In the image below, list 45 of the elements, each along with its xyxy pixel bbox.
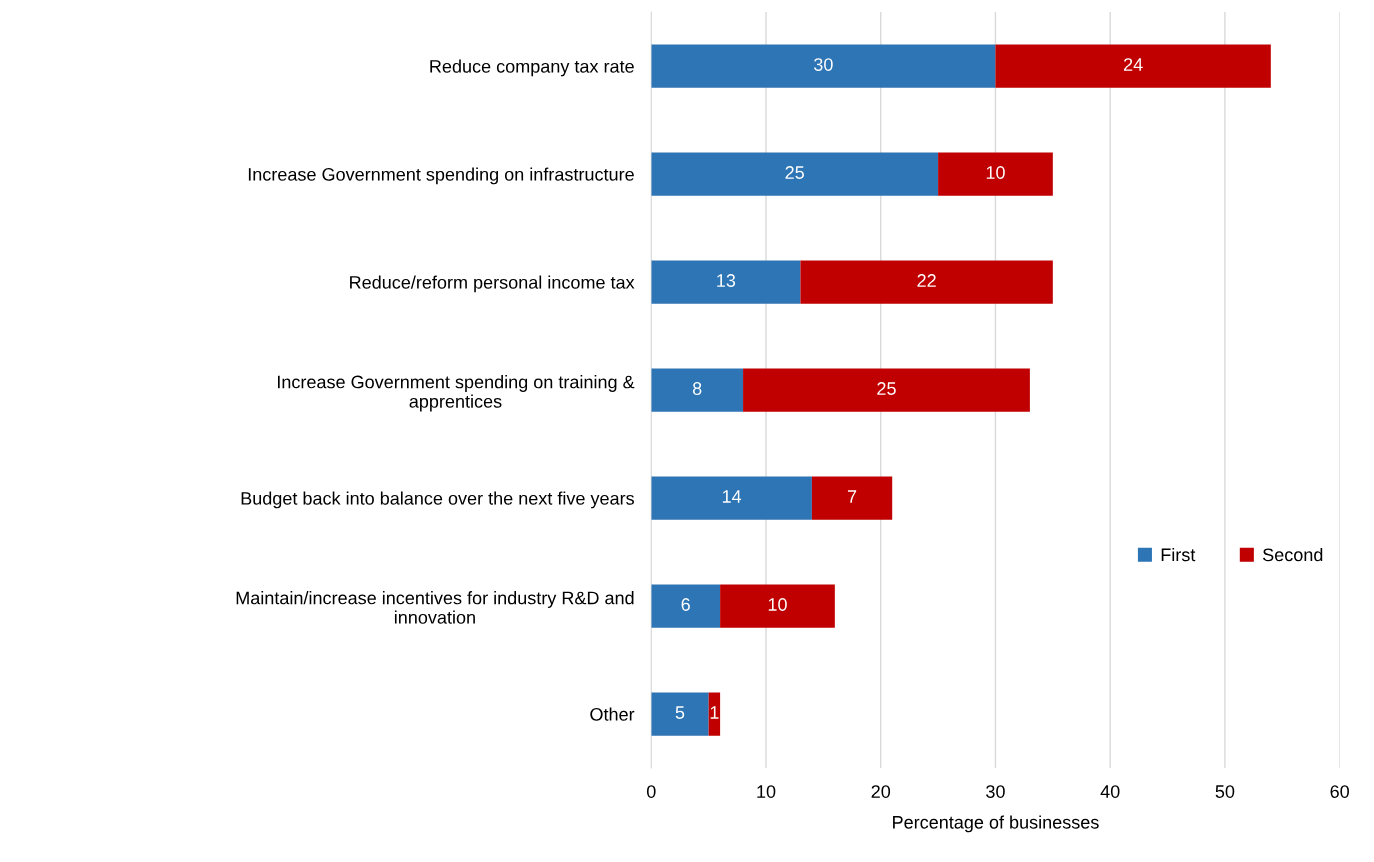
bar xyxy=(651,44,996,88)
bar xyxy=(651,692,709,736)
x-tick-label: 60 xyxy=(1330,785,1349,798)
y-tick-label: Increase Government spending on training & apprentices xyxy=(277,375,635,412)
bar xyxy=(651,260,801,304)
data-label: 10 xyxy=(986,166,1005,179)
bar xyxy=(743,368,1030,412)
legend-label: Second xyxy=(1262,547,1323,562)
bar xyxy=(800,260,1053,304)
x-tick-label: 20 xyxy=(871,785,891,798)
y-tick-label: Reduce company tax rate xyxy=(430,59,634,77)
data-label: 24 xyxy=(1124,58,1143,71)
bar xyxy=(651,368,744,412)
data-label: 30 xyxy=(814,58,833,71)
data-label: 1 xyxy=(710,706,719,719)
data-label: 6 xyxy=(681,598,690,611)
bar xyxy=(651,584,721,628)
data-label: 13 xyxy=(717,274,736,287)
x-tick-label: 40 xyxy=(1100,785,1120,798)
y-tick-label: Reduce/reform personal income tax xyxy=(350,275,635,293)
x-tick-label: 10 xyxy=(757,785,776,798)
y-tick-label: Maintain/increase incentives for industry R&D and innovation xyxy=(236,591,634,624)
bar xyxy=(708,692,721,736)
bar xyxy=(938,152,1053,196)
bar xyxy=(995,44,1271,88)
y-tick-label: Increase Government spending on infrastructure xyxy=(248,167,634,185)
x-tick-label: 30 xyxy=(986,785,1005,798)
data-label: 25 xyxy=(877,382,896,395)
y-tick-label: Budget back into balance over the next five years xyxy=(241,491,634,509)
bar xyxy=(651,476,812,520)
x-tick-label: 0 xyxy=(646,785,656,798)
data-label: 5 xyxy=(675,706,685,719)
legend-label: First xyxy=(1161,547,1196,562)
bar xyxy=(811,476,893,520)
data-label: 10 xyxy=(768,598,787,611)
data-label: 22 xyxy=(917,274,936,287)
data-label: 25 xyxy=(785,166,804,179)
bar xyxy=(720,584,835,628)
data-label: 14 xyxy=(722,490,742,503)
x-axis-title: Percentage of businesses xyxy=(893,815,1099,833)
y-tick-label: Other xyxy=(590,707,635,721)
bar xyxy=(651,152,939,196)
x-tick-label: 50 xyxy=(1215,785,1235,798)
data-label: 8 xyxy=(692,382,702,395)
data-label: 7 xyxy=(847,490,857,503)
